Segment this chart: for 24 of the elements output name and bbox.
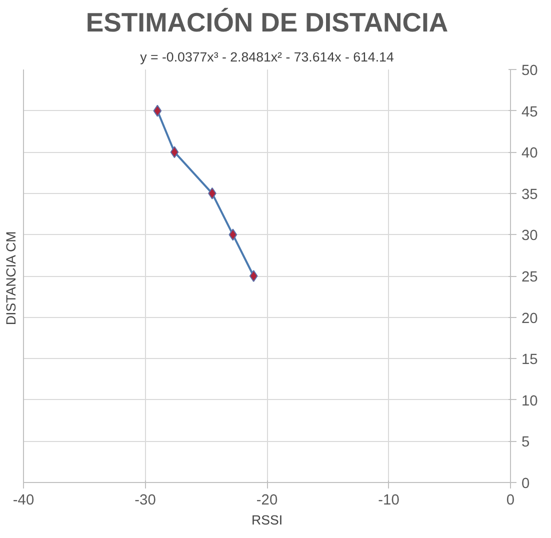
- y-tick-label: 0: [522, 476, 530, 492]
- chart-title: ESTIMACIÓN DE DISTANCIA: [86, 8, 448, 38]
- x-tick-label: -10: [378, 492, 400, 508]
- x-tick-label: -20: [256, 492, 278, 508]
- y-tick-label: 20: [522, 310, 538, 327]
- y-tick-label: 45: [522, 104, 538, 120]
- y-tick-label: 40: [522, 146, 538, 162]
- point: [228, 228, 238, 241]
- y-tick-label: 25: [522, 270, 538, 286]
- y-axis-title: DISTANCIA CM: [4, 231, 18, 326]
- point: [249, 270, 258, 282]
- y-tick-label: 15: [522, 352, 538, 368]
- x-axis-title: RSSI: [251, 512, 283, 528]
- y-tick-label: 10: [522, 393, 538, 410]
- x-tick-label: -30: [134, 492, 156, 508]
- x-tick-label: -40: [12, 492, 34, 508]
- y-tick-label: 5: [522, 434, 530, 451]
- y-tick-label: 50: [522, 63, 538, 79]
- point: [153, 104, 162, 117]
- y-tick-label: 35: [522, 186, 538, 203]
- point: [170, 146, 179, 158]
- text: y = -0.0377x³ - 2.8481x² - 73.614x - 614.14: [140, 50, 394, 64]
- y-tick-label: 30: [522, 228, 538, 244]
- x-tick-label: 0: [506, 492, 515, 508]
